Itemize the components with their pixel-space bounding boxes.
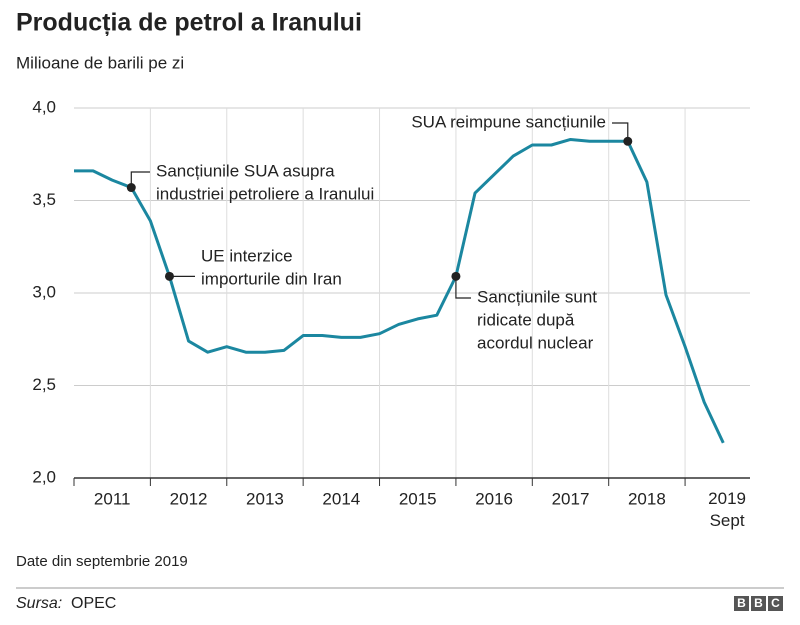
x-tick-label: 2019 Sept — [708, 489, 746, 530]
x-tick-label: 2018 — [628, 489, 666, 508]
y-tick-label: 2,0 — [32, 467, 56, 486]
x-tick-label: 2014 — [322, 489, 360, 508]
x-tick-label: 2015 — [399, 489, 437, 508]
annotation-dot — [623, 136, 633, 146]
data-line — [74, 137, 725, 444]
logo-box — [751, 596, 766, 611]
y-tick-label: 4,0 — [32, 97, 56, 116]
y-tick-label: 3,5 — [32, 190, 56, 209]
x-tick-label: 2012 — [170, 489, 208, 508]
source-label: Sursa: — [16, 595, 62, 612]
annotation-text: industriei petroliere a Iranului — [156, 184, 374, 203]
y-tick-label: 2,5 — [32, 375, 56, 394]
x-tick-label: 2013 — [246, 489, 284, 508]
annotation-dot — [164, 271, 174, 281]
annotation-text: importurile din Iran — [201, 269, 342, 288]
logo-letter: C — [771, 596, 780, 610]
logo-letter: B — [754, 596, 763, 610]
annotation-dot — [451, 271, 461, 281]
note: Date din septembrie 2019 — [16, 553, 188, 570]
x-tick-label: 2017 — [552, 489, 590, 508]
x-tick-label: 2016 — [475, 489, 513, 508]
annotation-text: Sancțiunile SUA asupra — [156, 161, 335, 180]
annotation-dot — [126, 183, 136, 193]
chart-title: Producția de petrol a Iranului — [16, 9, 362, 37]
annotation-text: acordul nuclear — [477, 333, 594, 352]
logo-box — [734, 596, 749, 611]
source-text: OPEC — [71, 595, 116, 612]
annotation-connector — [455, 276, 471, 299]
annotation-text: SUA reimpune sancțiunile — [411, 112, 606, 131]
annotation-text: ridicate după — [477, 310, 575, 329]
annotation-connector — [612, 122, 629, 142]
logo-box — [768, 596, 783, 611]
annotation-text: UE interzice — [201, 246, 293, 265]
chart-subtitle: Milioane de barili pe zi — [16, 53, 184, 72]
logo-letter: B — [737, 596, 746, 610]
y-tick-label: 3,0 — [32, 282, 56, 301]
annotation-text: Sancțiunile sunt — [477, 287, 597, 306]
annotation-connector — [130, 171, 150, 188]
x-tick-label: 2011 — [94, 489, 131, 508]
